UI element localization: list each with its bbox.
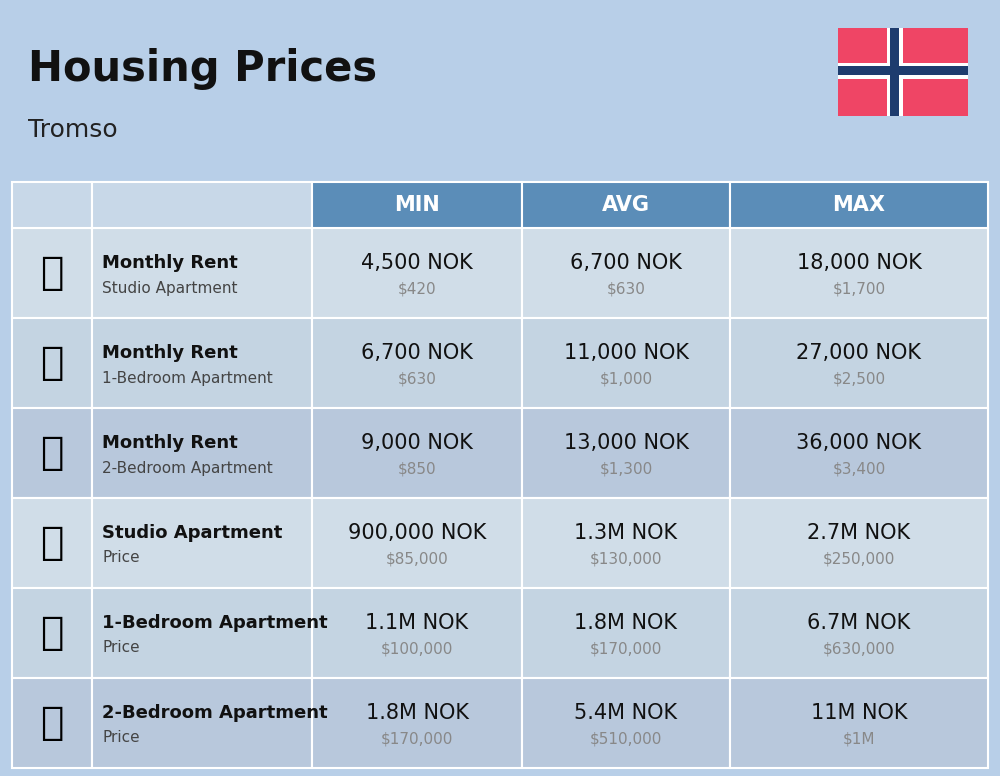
Text: 1-Bedroom Apartment: 1-Bedroom Apartment — [102, 614, 328, 632]
Bar — [730, 588, 988, 678]
Text: $420: $420 — [398, 282, 436, 296]
Text: 6,700 NOK: 6,700 NOK — [570, 253, 682, 273]
Text: Studio Apartment: Studio Apartment — [102, 280, 238, 296]
Bar — [312, 498, 522, 588]
Bar — [838, 66, 968, 75]
Text: 1.3M NOK: 1.3M NOK — [574, 523, 678, 543]
Bar — [92, 228, 312, 318]
Bar — [730, 182, 988, 228]
Bar — [522, 678, 730, 768]
Bar — [312, 228, 522, 318]
Text: 🏢: 🏢 — [40, 524, 64, 562]
Bar — [730, 498, 988, 588]
Text: $100,000: $100,000 — [381, 642, 453, 656]
Text: 4,500 NOK: 4,500 NOK — [361, 253, 473, 273]
Bar — [92, 588, 312, 678]
Bar — [838, 63, 968, 79]
Bar — [312, 408, 522, 498]
Text: Monthly Rent: Monthly Rent — [102, 434, 238, 452]
Bar — [312, 678, 522, 768]
Text: 36,000 NOK: 36,000 NOK — [796, 433, 922, 453]
Text: 11M NOK: 11M NOK — [811, 703, 907, 723]
Bar — [730, 408, 988, 498]
Text: $250,000: $250,000 — [823, 552, 895, 566]
Text: Studio Apartment: Studio Apartment — [102, 524, 282, 542]
Bar — [12, 588, 92, 678]
Text: 🏠: 🏠 — [40, 434, 64, 472]
Text: MAX: MAX — [832, 195, 886, 215]
Bar — [12, 498, 92, 588]
Text: MIN: MIN — [394, 195, 440, 215]
Bar — [730, 318, 988, 408]
Text: $1,300: $1,300 — [599, 462, 653, 476]
Text: $630,000: $630,000 — [823, 642, 895, 656]
Bar — [312, 182, 522, 228]
Text: Monthly Rent: Monthly Rent — [102, 254, 238, 272]
Text: $2,500: $2,500 — [832, 372, 886, 386]
Text: 6,700 NOK: 6,700 NOK — [361, 343, 473, 363]
Text: 1.8M NOK: 1.8M NOK — [574, 613, 678, 633]
Text: $510,000: $510,000 — [590, 732, 662, 747]
Text: 1.1M NOK: 1.1M NOK — [365, 613, 469, 633]
Text: 2.7M NOK: 2.7M NOK — [807, 523, 911, 543]
Text: Price: Price — [102, 730, 140, 746]
Text: $85,000: $85,000 — [386, 552, 448, 566]
Text: 1-Bedroom Apartment: 1-Bedroom Apartment — [102, 370, 273, 386]
Text: Housing Prices: Housing Prices — [28, 48, 377, 90]
Bar — [522, 182, 730, 228]
Text: $850: $850 — [398, 462, 436, 476]
Text: 🏘: 🏘 — [40, 614, 64, 652]
Text: AVG: AVG — [602, 195, 650, 215]
Text: 900,000 NOK: 900,000 NOK — [348, 523, 486, 543]
Bar — [12, 408, 92, 498]
Text: 1.8M NOK: 1.8M NOK — [366, 703, 468, 723]
Bar — [522, 498, 730, 588]
Text: 🏘: 🏘 — [40, 344, 64, 382]
Text: Price: Price — [102, 640, 140, 656]
Text: 2-Bedroom Apartment: 2-Bedroom Apartment — [102, 460, 273, 476]
Text: 13,000 NOK: 13,000 NOK — [564, 433, 688, 453]
Bar — [890, 28, 899, 116]
Bar — [522, 588, 730, 678]
Text: 🏢: 🏢 — [40, 254, 64, 292]
Text: 5.4M NOK: 5.4M NOK — [574, 703, 678, 723]
Bar — [92, 182, 312, 228]
Bar — [522, 318, 730, 408]
Bar — [92, 678, 312, 768]
Text: 18,000 NOK: 18,000 NOK — [797, 253, 921, 273]
Text: $1M: $1M — [843, 732, 875, 747]
Text: 🏠: 🏠 — [40, 704, 64, 742]
Text: $170,000: $170,000 — [381, 732, 453, 747]
Text: $1,700: $1,700 — [832, 282, 886, 296]
Bar — [92, 408, 312, 498]
Bar — [730, 228, 988, 318]
Bar — [12, 228, 92, 318]
Text: $630: $630 — [607, 282, 645, 296]
Bar — [730, 678, 988, 768]
Text: $3,400: $3,400 — [832, 462, 886, 476]
Text: Price: Price — [102, 550, 140, 566]
Bar — [838, 28, 968, 116]
Text: 11,000 NOK: 11,000 NOK — [564, 343, 688, 363]
Text: $1,000: $1,000 — [599, 372, 653, 386]
Text: $130,000: $130,000 — [590, 552, 662, 566]
Bar — [12, 182, 92, 228]
Bar — [92, 498, 312, 588]
Bar — [312, 588, 522, 678]
Text: 9,000 NOK: 9,000 NOK — [361, 433, 473, 453]
Text: 2-Bedroom Apartment: 2-Bedroom Apartment — [102, 704, 328, 722]
Text: 27,000 NOK: 27,000 NOK — [796, 343, 922, 363]
Bar — [312, 318, 522, 408]
Bar — [12, 318, 92, 408]
Text: 6.7M NOK: 6.7M NOK — [807, 613, 911, 633]
Bar — [522, 228, 730, 318]
Bar — [12, 678, 92, 768]
Bar — [92, 318, 312, 408]
Bar — [887, 28, 903, 116]
Text: Monthly Rent: Monthly Rent — [102, 344, 238, 362]
Text: Tromso: Tromso — [28, 118, 118, 142]
Text: $630: $630 — [398, 372, 436, 386]
Bar — [522, 408, 730, 498]
Text: $170,000: $170,000 — [590, 642, 662, 656]
